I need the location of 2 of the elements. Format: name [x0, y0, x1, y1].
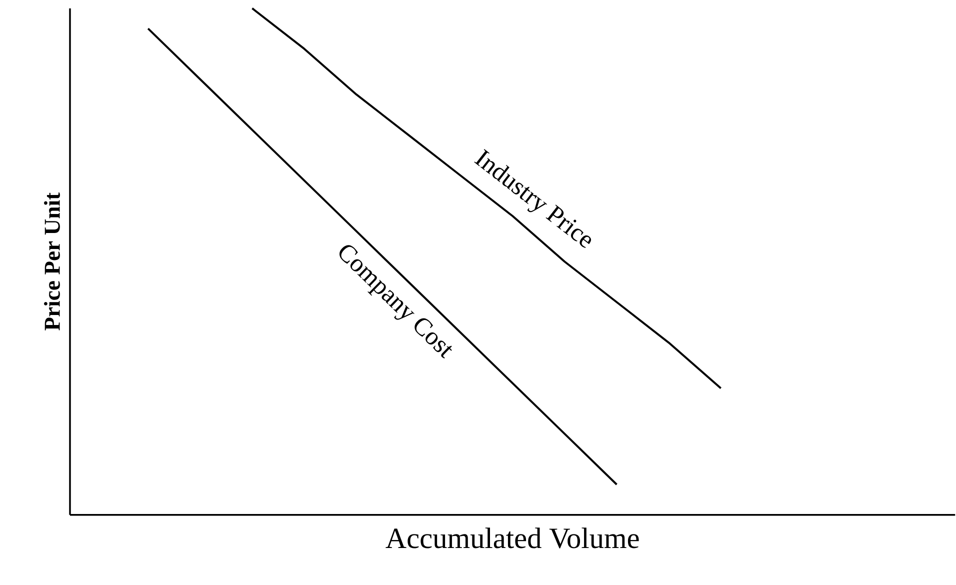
x-axis-title: Accumulated Volume — [386, 528, 639, 548]
y-axis-title: Price Per Unit — [44, 192, 60, 330]
